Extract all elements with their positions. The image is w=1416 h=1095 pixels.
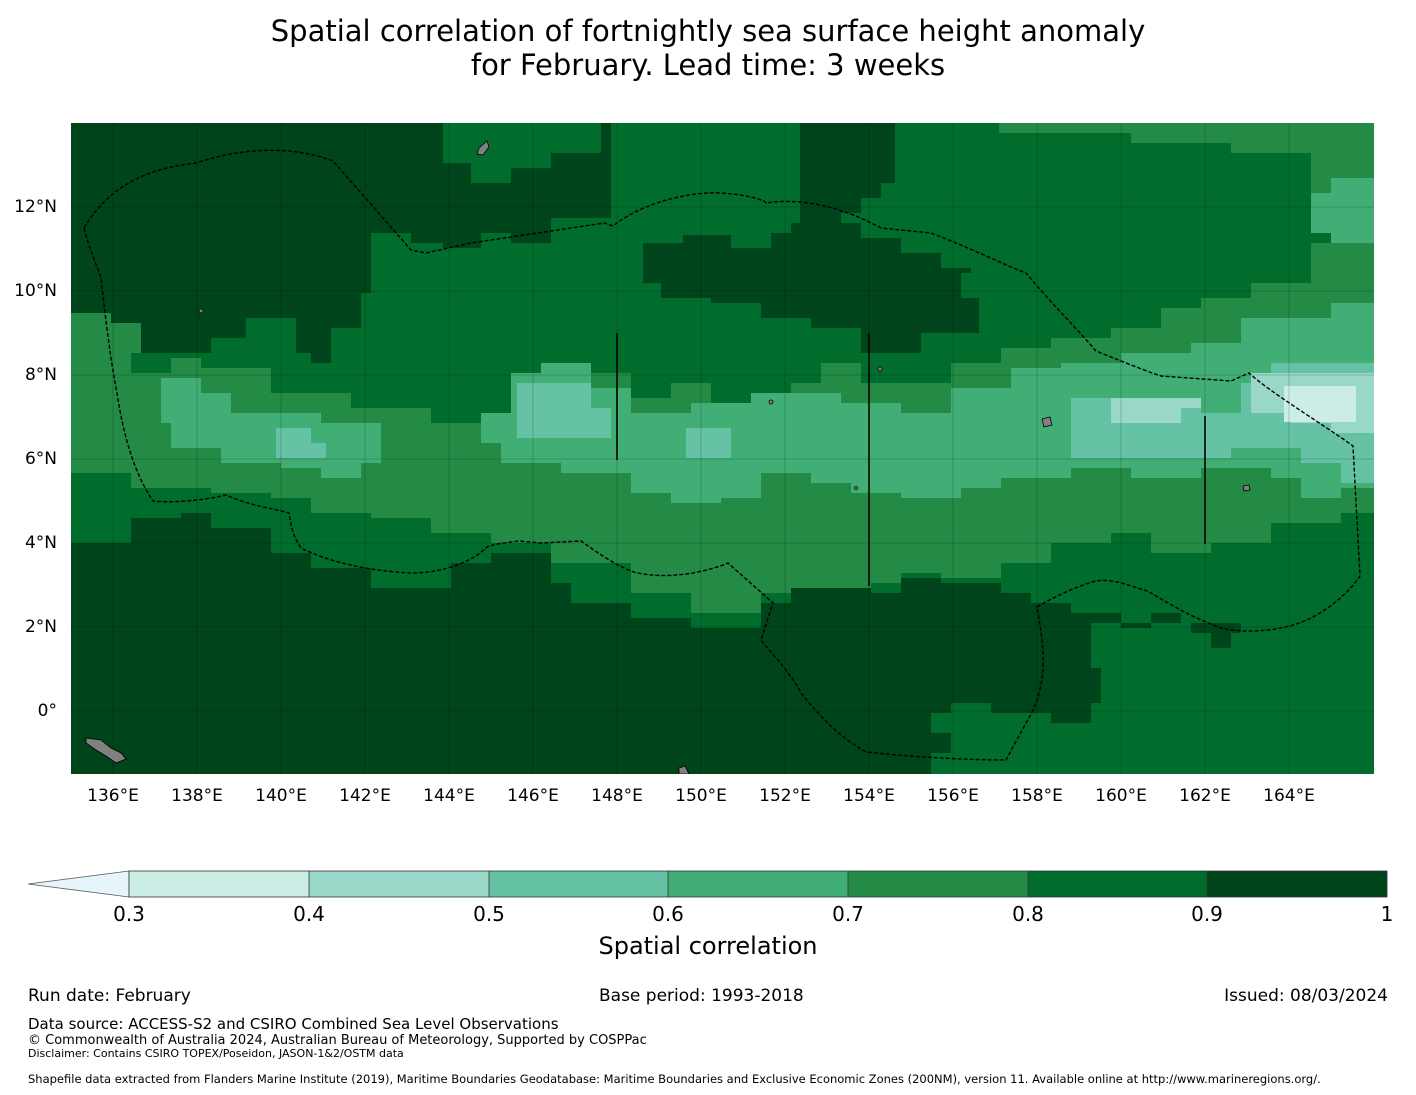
cbar-tick-0.4: 0.4 — [293, 902, 325, 926]
island-chuuk — [1041, 416, 1053, 428]
cbar-tick-0.9: 0.9 — [1191, 902, 1223, 926]
lon-label-158e: 158°E — [1011, 786, 1063, 806]
patch-lightest — [1284, 386, 1356, 422]
lat-label-10n: 10°N — [14, 281, 57, 301]
lon-label-156e: 156°E — [927, 786, 979, 806]
issued-date: Issued: 08/03/2024 — [1224, 986, 1388, 1006]
lon-label-154e: 154°E — [843, 786, 895, 806]
lon-label-148e: 148°E — [591, 786, 643, 806]
chart-title: Spatial correlation of fortnightly sea s… — [0, 14, 1416, 82]
island-atoll-2 — [854, 486, 858, 490]
colorbar-bin-0.9 — [1207, 871, 1387, 897]
run-date: Run date: February — [28, 986, 191, 1006]
colorbar-bin-0.4 — [309, 871, 489, 897]
island-yap — [198, 308, 204, 314]
lat-label-12n: 12°N — [14, 197, 57, 217]
region-east-north — [791, 223, 971, 273]
lat-label-8n: 8°N — [24, 365, 57, 385]
patch-west — [276, 428, 326, 458]
data-source: Data source: ACCESS-S2 and CSIRO Combine… — [28, 1015, 559, 1033]
colorbar-bin-0.7 — [848, 871, 1028, 897]
lat-label-0: 0° — [37, 701, 57, 721]
lon-label-160e: 160°E — [1095, 786, 1147, 806]
lon-label-164e: 164°E — [1263, 786, 1315, 806]
colorbar-bin-0.8 — [1028, 871, 1207, 897]
lon-label-140e: 140°E — [255, 786, 307, 806]
island-south-small — [678, 765, 690, 774]
lon-label-144e: 144°E — [423, 786, 475, 806]
boundary-segments — [616, 333, 1206, 586]
shapefile-credit: Shapefile data extracted from Flanders M… — [28, 1072, 1321, 1086]
island-pohnpei — [877, 366, 883, 372]
lon-label-138e: 138°E — [171, 786, 223, 806]
island-png-north — [85, 737, 127, 764]
colorbar-bin-0.6 — [668, 871, 848, 897]
lat-label-2n: 2°N — [24, 617, 57, 637]
field-0.3-0.4 — [1284, 386, 1356, 422]
island-guam — [476, 140, 490, 156]
lon-label-146e: 146°E — [507, 786, 559, 806]
patch-mid — [517, 383, 611, 438]
colorbar-extend-arrow — [27, 870, 130, 898]
cbar-tick-0.6: 0.6 — [652, 902, 684, 926]
colorbar-label: Spatial correlation — [598, 932, 818, 960]
colorbar-bin-0.3 — [129, 871, 309, 897]
eez-boundary — [83, 149, 1361, 761]
cbar-tick-1: 1 — [1380, 902, 1394, 926]
title-line-1: Spatial correlation of fortnightly sea s… — [270, 14, 1146, 48]
title-line-2: for February. Lead time: 3 weeks — [470, 48, 946, 82]
colorbar-frame — [128, 870, 1388, 898]
lon-label-136e: 136°E — [87, 786, 139, 806]
lon-label-152e: 152°E — [759, 786, 811, 806]
cbar-tick-0.5: 0.5 — [473, 902, 505, 926]
correlation-map — [71, 123, 1374, 774]
patch-east-lighter — [1111, 398, 1201, 423]
disclaimer: Disclaimer: Contains CSIRO TOPEX/Poseido… — [28, 1047, 404, 1060]
region-northwest — [71, 123, 611, 363]
lon-label-150e: 150°E — [675, 786, 727, 806]
lon-label-142e: 142°E — [339, 786, 391, 806]
copyright: © Commonwealth of Australia 2024, Austra… — [28, 1033, 647, 1048]
region-north-central-band — [643, 233, 979, 353]
lat-label-6n: 6°N — [24, 449, 57, 469]
band-ne-top — [999, 123, 1374, 193]
base-period: Base period: 1993-2018 — [599, 986, 804, 1006]
lat-label-4n: 4°N — [24, 533, 57, 553]
cbar-tick-0.8: 0.8 — [1012, 902, 1044, 926]
cbar-tick-0.7: 0.7 — [832, 902, 864, 926]
cbar-tick-0.3: 0.3 — [113, 902, 145, 926]
island-atoll-1 — [768, 399, 774, 405]
lon-label-162e: 162°E — [1179, 786, 1231, 806]
colorbar-bin-0.5 — [489, 871, 668, 897]
island-kosrae — [1242, 484, 1251, 492]
field-0.9-1.0 — [71, 123, 1241, 774]
band-ne-patch — [1311, 178, 1374, 243]
patch-center — [686, 428, 731, 458]
region-north-central-top — [800, 123, 895, 223]
land — [85, 140, 1251, 774]
region-south — [71, 513, 1241, 774]
colorbar — [27, 868, 1390, 904]
